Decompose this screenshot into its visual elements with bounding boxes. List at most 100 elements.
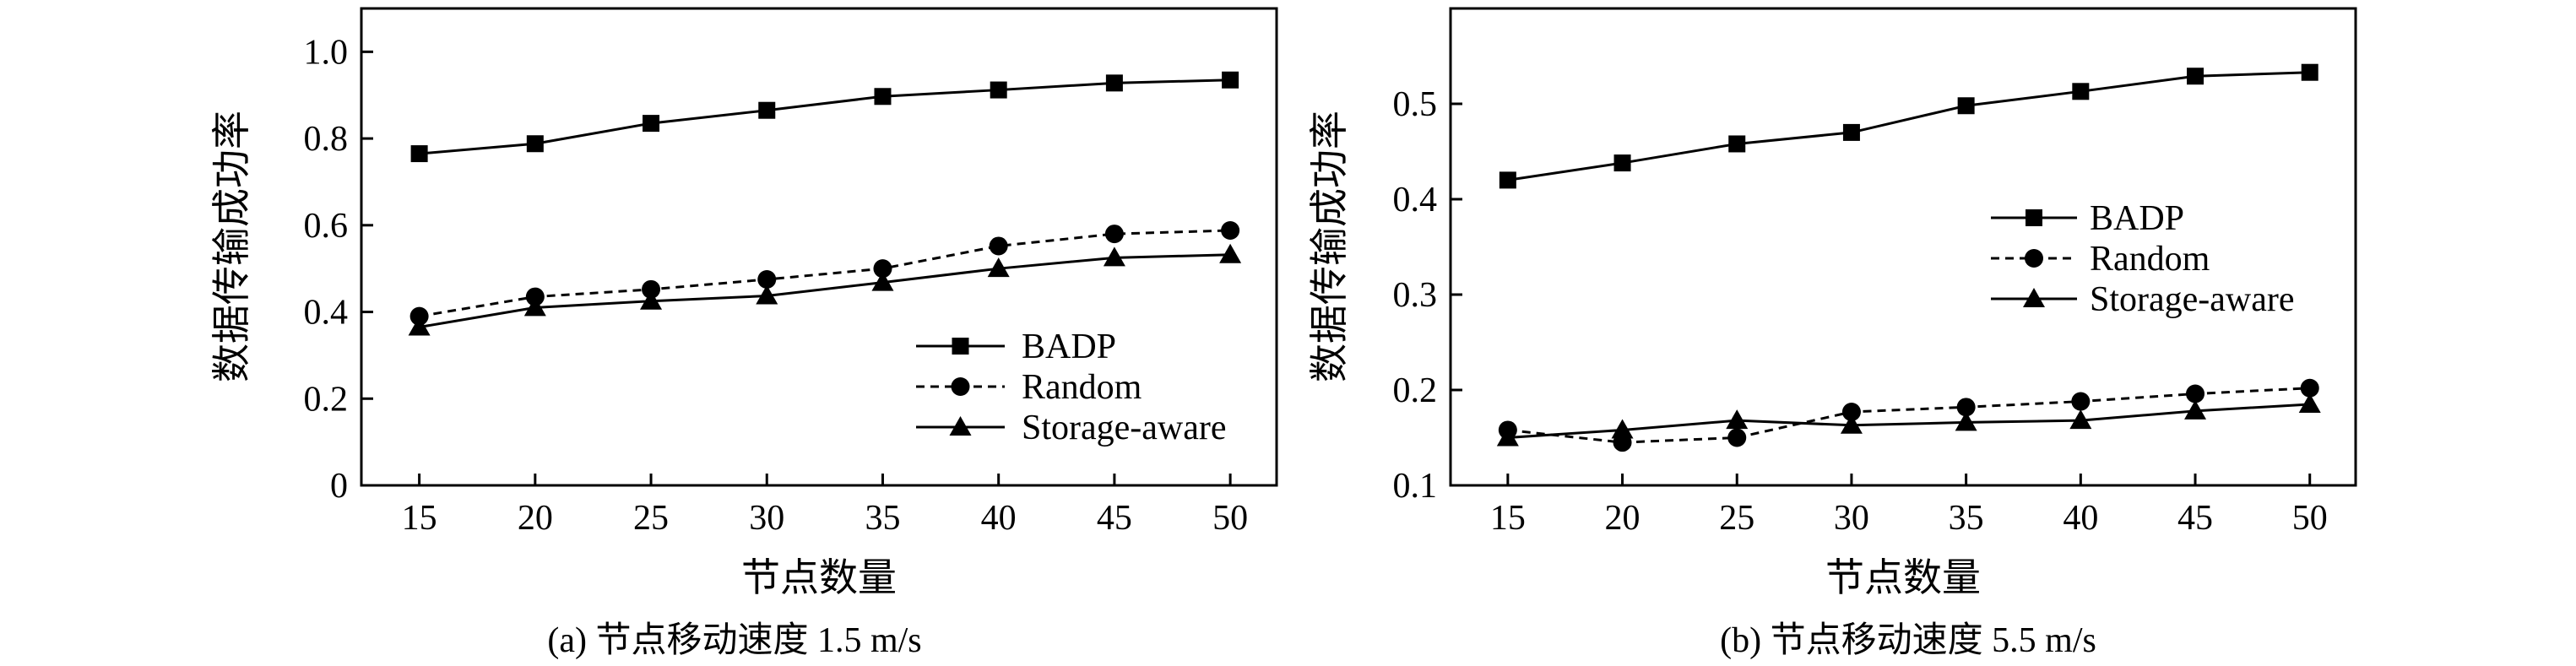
- x-tick-label: 45: [1097, 499, 1132, 538]
- data-point: [2300, 378, 2319, 398]
- x-tick-label: 20: [1605, 499, 1641, 538]
- y-tick-label: 0.1: [1393, 467, 1438, 506]
- legend-entry: Storage-aware: [1991, 280, 2295, 319]
- series-random: [1498, 378, 2319, 452]
- legend-entry: Random: [1991, 240, 2210, 279]
- legend-marker: [2025, 249, 2043, 268]
- data-point: [2071, 392, 2091, 411]
- data-point: [1956, 398, 1976, 417]
- legend-marker: [2026, 209, 2042, 226]
- caption-b: (b) 节点移动速度 5.5 m/s: [1720, 621, 2096, 660]
- data-point: [642, 279, 661, 299]
- legend-label: Random: [1022, 368, 1142, 407]
- legend-label: BADP: [1022, 328, 1116, 366]
- y-tick-label: 1.0: [304, 33, 349, 72]
- data-point: [2069, 409, 2092, 430]
- data-point: [408, 316, 431, 336]
- legend-marker: [2023, 288, 2045, 307]
- data-point: [874, 88, 892, 106]
- plot-frame: [360, 7, 1278, 487]
- x-tick-label: 35: [865, 499, 900, 538]
- data-point: [1499, 171, 1516, 189]
- legend-marker: [951, 377, 970, 396]
- data-point: [1728, 135, 1746, 153]
- data-point: [526, 135, 544, 153]
- data-point: [1221, 220, 1240, 240]
- data-point: [990, 81, 1007, 99]
- legend-entry: BADP: [1991, 199, 2184, 238]
- legend-label: BADP: [2090, 199, 2184, 238]
- x-tick-label: 40: [2063, 499, 2098, 538]
- legend-entry: Storage-aware: [916, 409, 1227, 447]
- data-point: [1955, 411, 1977, 431]
- data-point: [2301, 63, 2318, 81]
- series-line: [1507, 403, 2310, 439]
- x-tick-label: 25: [633, 499, 669, 538]
- caption-a: (a) 节点移动速度 1.5 m/s: [547, 621, 921, 660]
- x-tick-label: 50: [1212, 499, 1248, 538]
- series-line: [419, 253, 1231, 329]
- data-point: [643, 115, 660, 133]
- y-tick-label: 0.3: [1393, 276, 1438, 315]
- x-tick-label: 30: [749, 499, 784, 538]
- data-point: [640, 290, 663, 310]
- data-point: [989, 236, 1008, 256]
- y-tick-label: 0.5: [1393, 85, 1438, 124]
- data-point: [410, 145, 428, 163]
- legend-entry: Random: [916, 368, 1142, 407]
- data-point: [2184, 399, 2207, 420]
- data-point: [1496, 426, 1519, 447]
- data-point: [1222, 71, 1239, 89]
- data-point: [1105, 74, 1123, 92]
- data-point: [1840, 414, 1863, 434]
- data-point: [757, 270, 777, 290]
- data-point: [1103, 246, 1125, 267]
- y-tick-label: 0.4: [1393, 181, 1438, 219]
- y-axis-label: 数据传输成功率: [210, 111, 253, 382]
- x-tick-label: 20: [518, 499, 553, 538]
- series-badp: [1499, 63, 2318, 189]
- data-point: [1611, 419, 1634, 439]
- data-point: [2186, 384, 2205, 403]
- legend-label: Random: [2090, 240, 2210, 279]
- data-point: [1957, 97, 1975, 115]
- data-point: [523, 296, 546, 317]
- series-line: [1507, 71, 2310, 181]
- x-tick-label: 25: [1719, 499, 1754, 538]
- legend-marker: [952, 338, 969, 355]
- x-axis-label: 节点数量: [1825, 556, 1981, 599]
- series-storage-aware: [1496, 393, 2321, 447]
- data-point: [1726, 409, 1749, 430]
- data-point: [2187, 68, 2205, 85]
- data-point: [1219, 243, 1242, 263]
- data-point: [873, 259, 892, 279]
- x-tick-label: 30: [1834, 499, 1869, 538]
- data-point: [758, 101, 776, 119]
- data-point: [2298, 393, 2321, 413]
- y-tick-label: 0.6: [304, 207, 349, 246]
- data-point: [2072, 83, 2090, 100]
- y-tick-label: 0.2: [1393, 371, 1438, 410]
- data-point: [1842, 123, 1860, 141]
- x-axis-label: 节点数量: [741, 556, 897, 599]
- legend-label: Storage-aware: [2090, 280, 2295, 319]
- series-line: [1507, 387, 2310, 444]
- data-point: [1841, 402, 1861, 421]
- series-badp: [410, 71, 1239, 163]
- series-random: [409, 220, 1240, 326]
- y-tick-label: 0.2: [304, 380, 349, 419]
- data-point: [987, 257, 1010, 278]
- x-tick-label: 35: [1949, 499, 1984, 538]
- series-storage-aware: [408, 243, 1242, 336]
- legend-entry: BADP: [916, 328, 1116, 366]
- y-axis-label: 数据传输成功率: [1308, 111, 1351, 382]
- x-tick-label: 15: [1490, 499, 1526, 538]
- series-line: [419, 79, 1231, 155]
- plot-frame: [1449, 7, 2357, 487]
- data-point: [871, 271, 894, 291]
- legend-label: Storage-aware: [1022, 409, 1227, 447]
- y-tick-label: 0: [330, 467, 348, 506]
- data-point: [756, 284, 778, 305]
- data-point: [1104, 225, 1124, 244]
